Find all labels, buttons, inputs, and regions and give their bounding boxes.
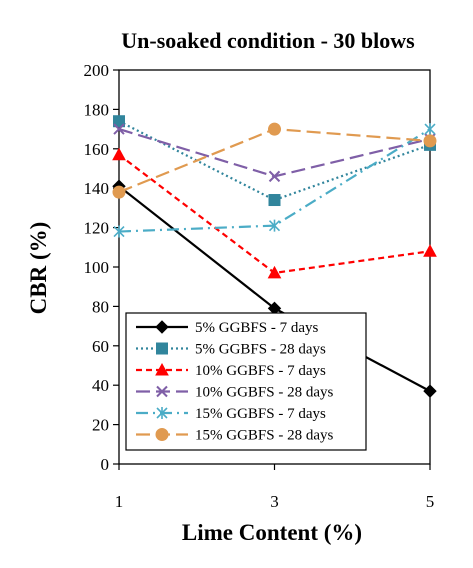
legend-entry: 15% GGBFS - 28 days bbox=[136, 428, 334, 444]
y-tick-label: 80 bbox=[92, 297, 109, 316]
series-1 bbox=[112, 179, 437, 398]
y-tick-label: 180 bbox=[84, 100, 110, 119]
legend-label: 5% GGBFS - 28 days bbox=[195, 342, 326, 358]
legend-box bbox=[125, 312, 367, 451]
series-layer bbox=[112, 115, 437, 398]
y-tick-label: 40 bbox=[92, 376, 109, 395]
y-tick-label: 160 bbox=[84, 140, 110, 159]
x-axis-label: Lime Content (%) bbox=[182, 520, 362, 545]
data-point bbox=[423, 244, 437, 257]
y-tick-label: 120 bbox=[84, 219, 110, 238]
y-tick-label: 60 bbox=[92, 337, 109, 356]
x-tick-label: 1 bbox=[115, 492, 124, 511]
data-point bbox=[268, 170, 281, 183]
legend-entry: 10% GGBFS - 7 days bbox=[136, 362, 326, 379]
data-point bbox=[268, 219, 281, 232]
legend-marker bbox=[156, 342, 168, 355]
legend-label: 10% GGBFS - 7 days bbox=[195, 363, 326, 379]
legend-entry: 5% GGBFS - 7 days bbox=[136, 320, 319, 336]
series-line bbox=[118, 128, 431, 178]
legend-label: 15% GGBFS - 28 days bbox=[195, 428, 334, 444]
legend-label: 15% GGBFS - 7 days bbox=[195, 406, 326, 422]
data-point bbox=[423, 384, 437, 398]
y-tick-label: 140 bbox=[84, 179, 110, 198]
legend-marker bbox=[156, 407, 168, 419]
series-line bbox=[118, 128, 431, 233]
y-tick-label: 20 bbox=[92, 416, 109, 435]
data-point bbox=[423, 134, 437, 148]
y-axis-label: CBR (%) bbox=[26, 222, 51, 315]
legend-marker bbox=[155, 428, 169, 441]
series-5 bbox=[113, 123, 436, 238]
y-tick-label: 200 bbox=[84, 61, 110, 80]
data-point bbox=[112, 147, 126, 161]
data-point bbox=[268, 194, 281, 207]
legend-marker bbox=[155, 362, 169, 376]
series-3 bbox=[112, 147, 437, 279]
data-point bbox=[268, 122, 281, 136]
data-point bbox=[267, 265, 282, 279]
series-6 bbox=[112, 122, 437, 199]
axes: 0 20 40 60 80 100 120 140 160 180 200 1 3 5 bbox=[84, 61, 435, 511]
data-point bbox=[424, 123, 436, 136]
legend-marker bbox=[156, 385, 168, 398]
legend: 5% GGBFS - 7 days 5% GGBFS - 28 days 10% G… bbox=[125, 312, 367, 451]
legend-entry: 5% GGBFS - 28 days bbox=[136, 342, 326, 358]
y-tick-label: 0 bbox=[101, 455, 110, 474]
legend-label: 10% GGBFS - 28 days bbox=[195, 385, 334, 401]
x-tick-label: 3 bbox=[270, 492, 279, 511]
legend-entry: 15% GGBFS - 7 days bbox=[136, 406, 326, 422]
legend-marker bbox=[155, 320, 169, 334]
data-point bbox=[113, 225, 125, 238]
data-point bbox=[113, 123, 125, 135]
chart-title: Un-soaked condition - 30 blows bbox=[121, 28, 415, 53]
y-tick-label: 100 bbox=[84, 258, 110, 277]
data-point bbox=[112, 185, 126, 199]
legend-label: 5% GGBFS - 7 days bbox=[195, 320, 319, 336]
legend-entry: 10% GGBFS - 28 days bbox=[136, 385, 334, 401]
data-point bbox=[113, 115, 125, 128]
x-tick-label: 5 bbox=[426, 492, 435, 511]
